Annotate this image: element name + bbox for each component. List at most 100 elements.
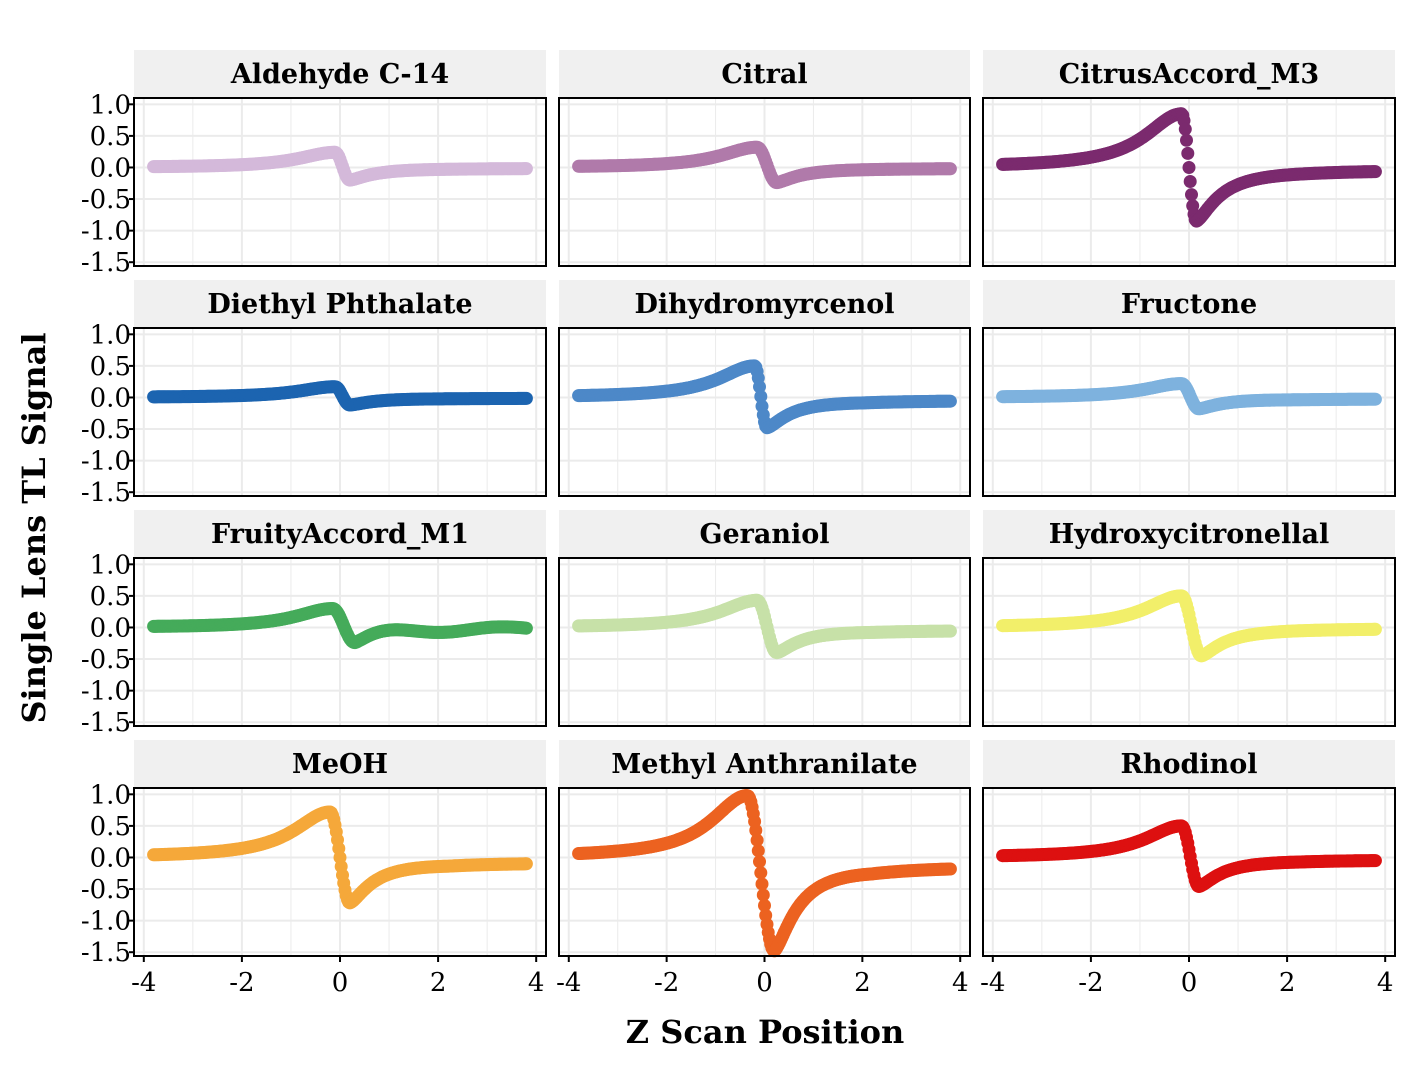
data-point bbox=[758, 899, 771, 912]
facet-panel-fruityaccord-m1: FruityAccord_M1 1.00.50.0-0.5-1.0-1.5 bbox=[81, 510, 547, 738]
x-tick-label: -4 bbox=[556, 968, 581, 998]
data-points-hydroxycitronellal bbox=[996, 589, 1382, 663]
facet-strip bbox=[983, 50, 1395, 98]
data-points-meoh bbox=[147, 805, 533, 910]
facet-strip-label: Aldehyde C-14 bbox=[230, 59, 449, 90]
y-tick-label: 0.5 bbox=[90, 122, 131, 152]
facet-panel-hydroxycitronellal: Hydroxycitronellal bbox=[982, 510, 1396, 727]
x-tick-label: 4 bbox=[952, 968, 969, 998]
data-point bbox=[943, 162, 957, 176]
data-point bbox=[1368, 392, 1382, 406]
x-tick-label: 0 bbox=[756, 968, 773, 998]
panel-border bbox=[133, 327, 547, 497]
facet-strip bbox=[559, 50, 970, 98]
data-point bbox=[1368, 854, 1382, 868]
facet-panel-citrusaccord-m3: CitrusAccord_M3 bbox=[982, 50, 1396, 267]
data-points-citrusaccord-m3 bbox=[996, 107, 1382, 228]
data-points-fruityaccord-m1 bbox=[147, 602, 533, 650]
x-tick-label: 2 bbox=[430, 968, 447, 998]
y-tick-label: -0.5 bbox=[81, 645, 131, 675]
facet-strip-label: Dihydromyrcenol bbox=[634, 289, 894, 320]
facet-strip bbox=[983, 740, 1395, 788]
facet-strip-label: Hydroxycitronellal bbox=[1049, 519, 1330, 550]
facet-panel-diethyl-phthalate: Diethyl Phthalate 1.00.50.0-0.5-1.0-1.5 bbox=[81, 280, 547, 508]
y-tick-label: -1.0 bbox=[81, 907, 131, 937]
panel-border bbox=[558, 97, 971, 267]
panel-border bbox=[558, 327, 971, 497]
data-point bbox=[754, 390, 768, 403]
facet-panel-dihydromyrcenol: Dihydromyrcenol bbox=[558, 280, 971, 497]
y-tick-label: -0.5 bbox=[81, 875, 131, 905]
data-point bbox=[519, 162, 533, 176]
facet-strip bbox=[559, 510, 970, 558]
data-point bbox=[943, 394, 957, 408]
y-tick-label: 0.0 bbox=[90, 843, 131, 873]
y-tick-label: -1.0 bbox=[81, 447, 131, 477]
facet-panel-rhodinol: Rhodinol -4 -2 0 2 4 bbox=[980, 740, 1396, 998]
data-point bbox=[1185, 188, 1198, 202]
panel-border bbox=[133, 557, 547, 727]
y-tick-label: -1.5 bbox=[81, 938, 131, 968]
y-tick-label: -1.5 bbox=[81, 708, 131, 738]
data-points-dihydromyrcenol bbox=[572, 359, 957, 435]
facet-strip bbox=[559, 740, 970, 788]
data-point bbox=[750, 833, 764, 847]
facet-panel-methyl-anthranilate: Methyl Anthranilate -4 -2 0 2 4 bbox=[556, 740, 971, 998]
facet-strip-label: MeOH bbox=[292, 749, 388, 780]
data-point bbox=[751, 844, 765, 858]
y-tick-label: -0.5 bbox=[81, 415, 131, 445]
data-point bbox=[519, 621, 533, 635]
data-point bbox=[1182, 161, 1196, 174]
y-tick-label: 0.0 bbox=[90, 383, 131, 413]
panel-border bbox=[982, 327, 1396, 497]
facet-strip-label: Methyl Anthranilate bbox=[611, 749, 917, 780]
facet-panel-meoh: MeOH 1.00.50.0-0.5-1.0-1.5-4 -2 0 2 4 bbox=[81, 740, 547, 998]
y-axis-title: Single Lens TL Signal bbox=[15, 332, 53, 723]
data-point bbox=[943, 624, 957, 638]
facet-strip-label: FruityAccord_M1 bbox=[211, 519, 469, 550]
data-point bbox=[753, 380, 766, 394]
x-axis-title: Z Scan Position bbox=[626, 1013, 905, 1051]
facet-strip-label: CitrusAccord_M3 bbox=[1059, 59, 1319, 90]
y-tick-label: 1.0 bbox=[90, 320, 131, 350]
facet-strip bbox=[134, 740, 546, 788]
data-point bbox=[754, 866, 768, 880]
data-point bbox=[749, 823, 763, 837]
x-tick-label: 2 bbox=[1279, 968, 1296, 998]
facet-strip-label: Fructone bbox=[1121, 289, 1257, 320]
data-point bbox=[1183, 175, 1197, 188]
y-tick-label: 1.0 bbox=[90, 550, 131, 580]
facet-panel-fructone: Fructone bbox=[982, 280, 1396, 497]
data-point bbox=[519, 857, 533, 871]
y-tick-label: -1.0 bbox=[81, 677, 131, 707]
facet-strip bbox=[134, 50, 546, 98]
y-tick-label: -1.0 bbox=[81, 217, 131, 247]
data-points-geraniol bbox=[572, 593, 957, 660]
data-point bbox=[1178, 122, 1192, 136]
x-tick-label: -4 bbox=[131, 968, 156, 998]
data-point bbox=[753, 855, 766, 869]
y-tick-label: 0.0 bbox=[90, 613, 131, 643]
panel-border bbox=[982, 97, 1396, 267]
data-point bbox=[755, 877, 769, 891]
y-tick-label: 0.5 bbox=[90, 812, 131, 842]
y-tick-label: -1.5 bbox=[81, 478, 131, 508]
y-tick-label: 0.5 bbox=[90, 582, 131, 612]
x-tick-label: -2 bbox=[654, 968, 679, 998]
x-tick-label: -2 bbox=[229, 968, 254, 998]
facet-strip bbox=[134, 280, 546, 328]
x-tick-label: 4 bbox=[528, 968, 545, 998]
x-tick-label: -4 bbox=[980, 968, 1005, 998]
facet-strip bbox=[134, 510, 546, 558]
panel-border bbox=[133, 97, 547, 267]
facet-strip-label: Diethyl Phthalate bbox=[207, 289, 472, 320]
data-points-methyl-anthranilate bbox=[572, 789, 957, 958]
y-tick-label: 1.0 bbox=[90, 780, 131, 810]
facet-strip bbox=[559, 280, 970, 328]
data-point bbox=[1368, 165, 1382, 179]
data-point bbox=[519, 391, 533, 405]
data-point bbox=[1368, 622, 1382, 636]
data-point bbox=[756, 888, 770, 902]
data-points-aldehyde-c-14 bbox=[147, 145, 533, 187]
